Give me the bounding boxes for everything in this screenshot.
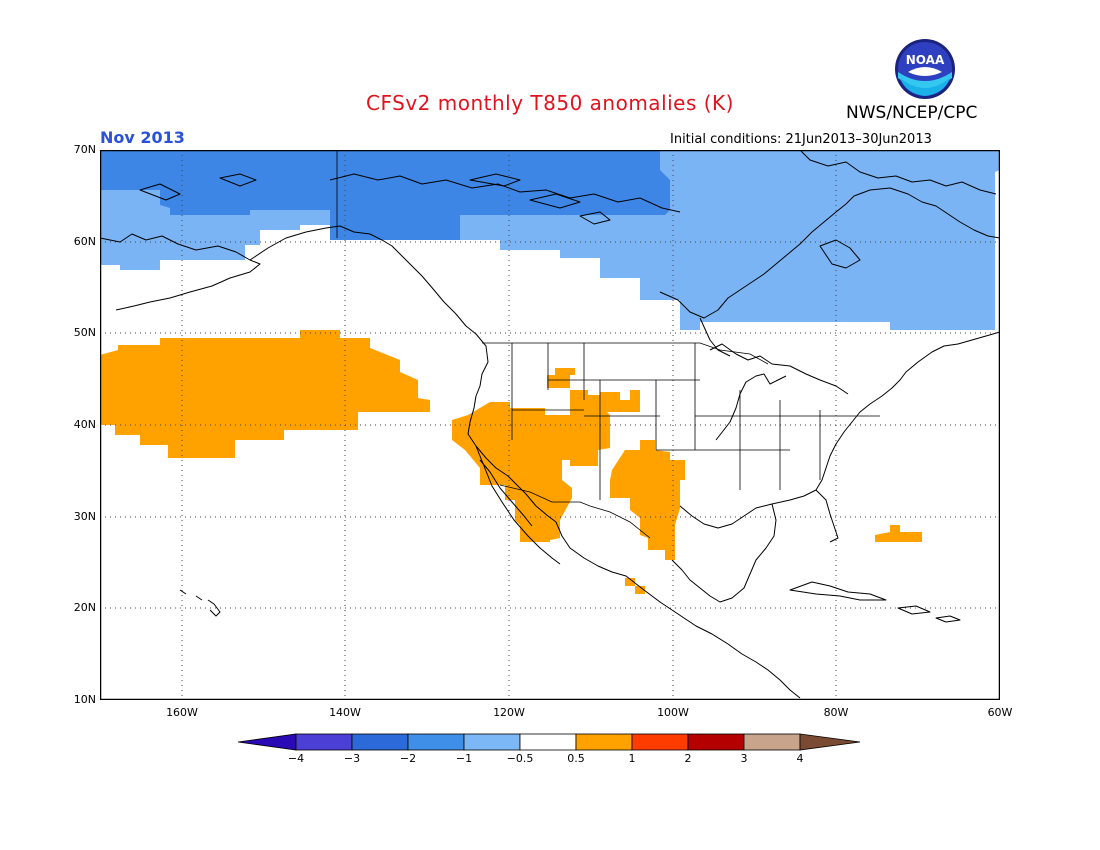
lat-label: 40N bbox=[73, 418, 96, 431]
chart-title: CFSv2 monthly T850 anomalies (K) bbox=[366, 91, 734, 115]
noaa-logo: NOAA bbox=[894, 38, 956, 100]
colorbar-label: 0.5 bbox=[567, 752, 585, 765]
colorbar-bin bbox=[687, 733, 745, 751]
colorbar-arrow-low bbox=[238, 733, 297, 751]
colorbar-label: 1 bbox=[628, 752, 636, 765]
colorbar-bin bbox=[631, 733, 689, 751]
lon-label: 140W bbox=[329, 706, 361, 719]
colorbar-label: −1 bbox=[455, 752, 473, 765]
colorbar-label: −3 bbox=[343, 752, 361, 765]
coastlines bbox=[100, 150, 1000, 699]
colorbar-label: 2 bbox=[684, 752, 692, 765]
lon-label: 60W bbox=[987, 706, 1013, 719]
colorbar-bin bbox=[463, 733, 521, 751]
lat-label: 60N bbox=[73, 235, 96, 248]
colorbar bbox=[238, 733, 861, 751]
colorbar-arrow-high bbox=[799, 733, 861, 751]
lat-label: 20N bbox=[73, 601, 96, 614]
colorbar-bin bbox=[743, 733, 801, 751]
colorbar-label: −4 bbox=[287, 752, 305, 765]
political-boundaries bbox=[336, 150, 880, 539]
colorbar-label: −0.5 bbox=[506, 752, 534, 765]
colorbar-bin bbox=[351, 733, 409, 751]
lat-label: 30N bbox=[73, 510, 96, 523]
colorbar-label: 4 bbox=[796, 752, 804, 765]
lat-label: 50N bbox=[73, 326, 96, 339]
initial-conditions-label: Initial conditions: 21Jun2013–30Jun2013 bbox=[670, 132, 932, 147]
lat-label: 10N bbox=[73, 693, 96, 706]
colorbar-bin bbox=[407, 733, 465, 751]
colorbar-bin bbox=[295, 733, 353, 751]
colorbar-label: 3 bbox=[740, 752, 748, 765]
lat-label: 70N bbox=[73, 143, 96, 156]
lon-label: 160W bbox=[166, 706, 198, 719]
lon-label: 80W bbox=[823, 706, 849, 719]
anomaly-map bbox=[100, 150, 1000, 700]
organization-label: NWS/NCEP/CPC bbox=[846, 103, 978, 123]
cold-anomaly-medium bbox=[100, 150, 670, 240]
colorbar-bin bbox=[575, 733, 633, 751]
logo-text: NOAA bbox=[906, 53, 945, 67]
colorbar-label: −2 bbox=[399, 752, 417, 765]
colorbar-bin bbox=[519, 733, 577, 751]
lon-label: 100W bbox=[657, 706, 689, 719]
lon-label: 120W bbox=[493, 706, 525, 719]
period-label: Nov 2013 bbox=[100, 128, 185, 147]
